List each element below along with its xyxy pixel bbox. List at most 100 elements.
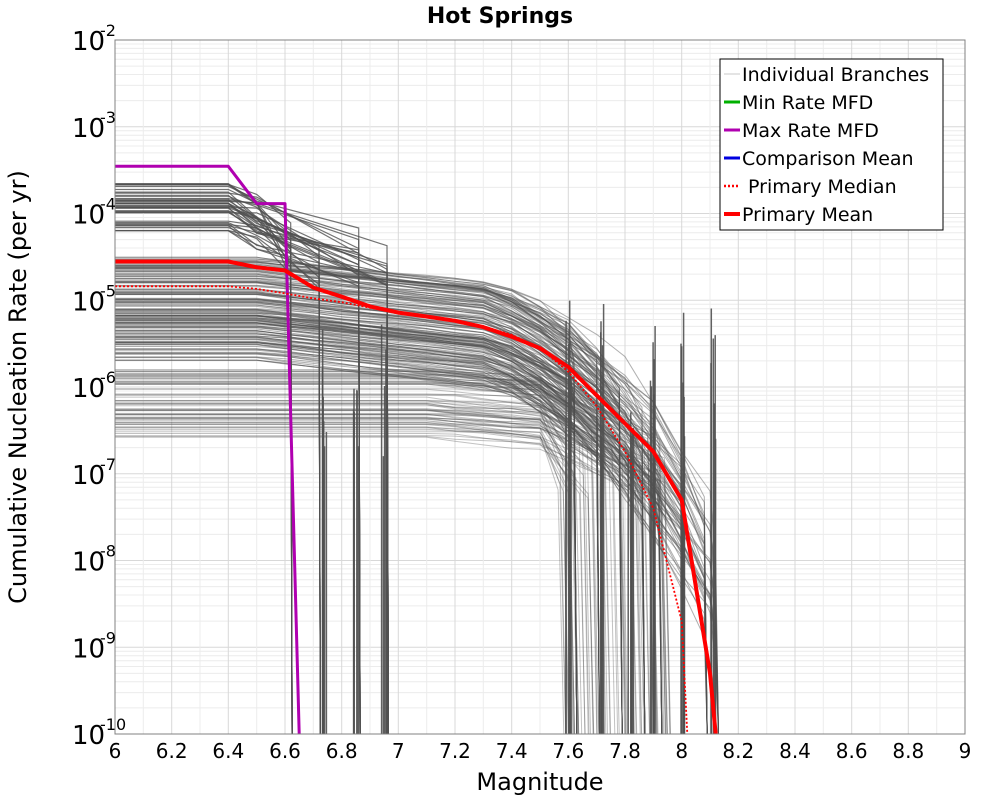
branch-line [115,322,708,735]
branch-line [115,369,608,735]
branch-line [115,426,642,735]
branch-line [115,336,600,735]
branch-line [115,436,668,735]
branch-line [115,388,637,735]
branch-line [115,418,659,735]
branch-line [115,414,580,735]
branch-line [115,292,685,735]
branch-line [115,333,600,735]
branch-line [115,331,600,735]
branch-line [115,312,708,735]
branch-line [115,400,616,735]
branch-line [115,414,628,735]
branch-line [115,338,719,735]
branch-line [115,394,579,735]
branch-line [115,324,663,735]
branch-line [115,309,685,735]
branch-line [115,281,685,735]
branch-line [115,277,578,735]
max-rate-mfd-line [115,164,301,735]
y-tick-exponent: -9 [100,628,116,647]
branch-line [115,374,607,735]
branch-line [115,322,663,735]
branch-line [115,410,620,735]
branch-line [115,301,663,735]
branch-line [115,375,643,735]
branch-line [115,335,719,735]
branch-line [115,264,623,735]
x-tick-label: 6.6 [269,739,301,763]
y-tick-base: 10 [72,374,105,404]
branch-line [115,353,600,735]
branch-line [115,317,646,735]
branch-line [115,373,654,735]
branch-line [115,357,685,735]
branch-line [115,258,578,735]
branch-line [115,280,685,735]
x-tick-label: 6 [109,739,122,763]
x-tick-label: 7.8 [609,739,641,763]
branch-line [115,426,575,735]
branch-line [115,320,646,735]
branch-line [115,278,708,735]
branch-line [115,403,573,735]
branch-line [115,402,567,735]
branch-line [115,282,623,735]
branch-line [115,265,663,735]
branch-line [115,356,600,735]
branch-line [115,420,567,735]
branch-line [115,256,708,735]
branch-line [115,326,578,735]
branch-line [115,315,600,735]
branch-line [115,404,591,735]
branch-line [115,342,646,735]
branch-line [115,377,575,735]
branch-line [115,400,671,735]
branch-line [115,311,623,735]
branch-line [115,271,685,735]
branch-line [115,277,623,735]
branch-line [115,409,635,735]
y-tick-exponent: -4 [100,195,116,214]
branch-line [115,314,685,735]
branch-line [115,381,626,735]
branch-line [115,351,623,735]
branch-line [115,195,321,735]
branch-line [115,373,611,735]
branch-line [115,267,578,735]
x-tick-label: 8.2 [722,739,754,763]
branch-line [115,315,646,735]
plot-frame [114,39,966,735]
branch-line [115,309,600,735]
branch-line [115,333,646,735]
branch-line [115,311,600,735]
x-tick-label: 8 [675,739,688,763]
branch-line [115,269,578,735]
branch-line [115,413,590,735]
branch-line [115,340,600,735]
branch-line [115,327,719,735]
branch-line [115,318,646,735]
branch-line [115,268,623,735]
x-tick-label: 9 [959,739,972,763]
branch-line [115,325,578,735]
branch-line [115,371,598,735]
branch-line [115,423,575,735]
x-tick-label: 7.4 [496,739,528,763]
branch-line [115,336,685,735]
branch-line [115,290,663,735]
branch-line [115,341,708,735]
branch-line [115,263,623,735]
branch-line [115,268,685,735]
branch-line [115,383,611,735]
branch-line [115,292,685,735]
branch-line [115,303,623,735]
branch-line [115,270,685,735]
branch-line [115,339,685,735]
branch-line [115,370,654,735]
branch-line [115,417,667,735]
branch-line [115,288,708,735]
y-tick-exponent: -2 [100,21,116,40]
branch-line [115,327,685,735]
